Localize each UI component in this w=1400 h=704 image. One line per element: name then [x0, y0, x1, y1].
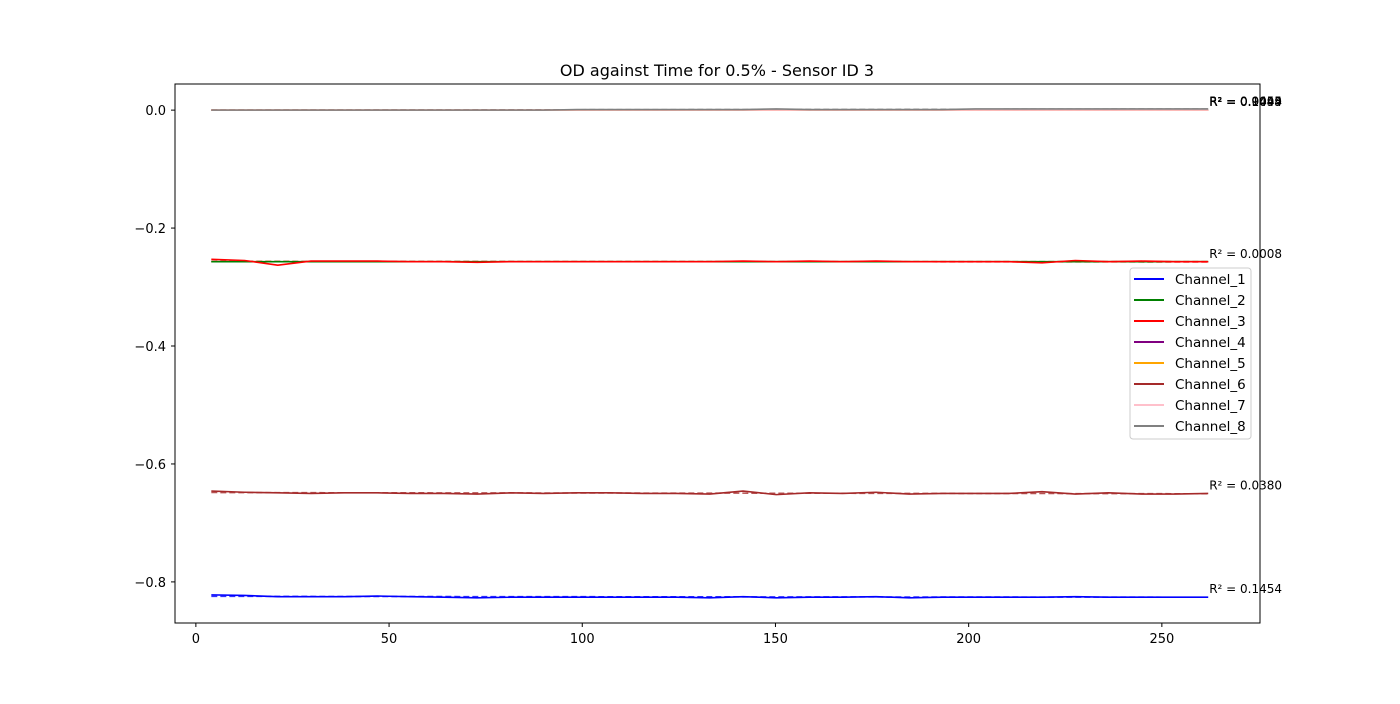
plot-frame: [174, 83, 1261, 624]
chart-title: OD against Time for 0.5% - Sensor ID 3: [560, 61, 874, 80]
y-tick-label-4: −0.8: [134, 576, 166, 591]
y-tick-label-2: −0.4: [134, 340, 166, 355]
r2-label-top-1: R² = 0.9044: [1209, 95, 1282, 109]
legend-label-6: Channel_6: [1175, 377, 1246, 393]
legend-label-7: Channel_7: [1175, 398, 1246, 414]
plot-area: [211, 108, 1209, 599]
x-tick-label-4: 200: [956, 632, 981, 647]
legend-label-8: Channel_8: [1175, 419, 1246, 435]
series-line-6: [211, 490, 1209, 496]
y-tick-label-3: −0.6: [134, 458, 166, 473]
series-line-8: [211, 108, 1209, 111]
r2-label-top-4: R² = 0.0043: [1209, 95, 1282, 109]
legend-label-3: Channel_3: [1175, 314, 1246, 330]
axes: 0 50 100 150 200 250 0.0 −0.2 −0.4 −0.6 −0.8: [134, 83, 1261, 647]
y-tick-label-1: −0.2: [134, 222, 166, 237]
x-tick-label-2: 100: [570, 632, 595, 647]
r2-annotations: R² = 0.1454 R² = 0.0008 R² = 0.0380 R² = 0.…: [1209, 95, 1282, 597]
legend[interactable]: Channel_1 Channel_2 Channel_3 Channel_4 Chan…: [1129, 267, 1252, 440]
y-tick-label-0: 0.0: [145, 104, 166, 119]
legend-label-2: Channel_2: [1175, 293, 1246, 309]
legend-label-1: Channel_1: [1175, 272, 1246, 288]
legend-box: [1129, 267, 1252, 440]
series-line-3: [211, 258, 1209, 267]
r2-label-1: R² = 0.1454: [1209, 582, 1282, 596]
legend-label-5: Channel_5: [1175, 356, 1246, 372]
x-tick-label-5: 250: [1149, 632, 1174, 647]
legend-label-4: Channel_4: [1175, 335, 1246, 351]
r2-label-3: R² = 0.0008: [1209, 247, 1282, 261]
x-tick-label-1: 50: [381, 632, 398, 647]
r2-label-top-3: R² = 0.1499: [1209, 95, 1282, 109]
x-tick-label-3: 150: [763, 632, 788, 647]
r2-label-top-2: R² = 0.9455: [1209, 95, 1282, 109]
x-tick-label-0: 0: [192, 632, 200, 647]
series-line-1: [211, 594, 1209, 599]
r2-label-6: R² = 0.0380: [1209, 479, 1282, 493]
